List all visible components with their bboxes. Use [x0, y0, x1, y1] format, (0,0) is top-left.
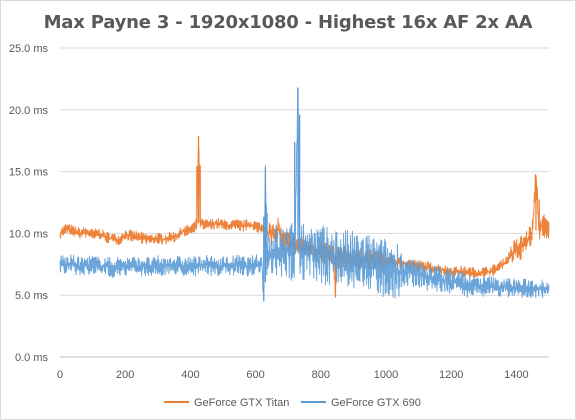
series-line-gtx690 [59, 88, 550, 299]
legend-label: GeForce GTX Titan [194, 397, 289, 409]
x-tick-label: 1200 [439, 369, 463, 381]
x-tick-label: 0 [57, 369, 63, 381]
x-tick-label: 1400 [504, 369, 528, 381]
x-tick-label: 600 [246, 369, 264, 381]
legend-label: GeForce GTX 690 [331, 397, 421, 409]
y-axis-ticks: 0.0 ms 5.0 ms 10.0 ms 15.0 ms 20.0 ms 25.0 ms [9, 43, 49, 364]
x-tick-label: 200 [116, 369, 134, 381]
x-tick-label: 1000 [374, 369, 398, 381]
y-tick-label: 5.0 ms [15, 290, 49, 302]
legend-item: GeForce GTX 690 [301, 397, 421, 409]
gridlines [60, 47, 549, 358]
legend-item: GeForce GTX Titan [164, 397, 289, 409]
chart-title: Max Payne 3 - 1920x1080 - Highest 16x AF… [43, 12, 533, 33]
y-tick-label: 20.0 ms [9, 105, 49, 117]
y-tick-label: 10.0 ms [9, 228, 49, 240]
legend: GeForce GTX Titan GeForce GTX 690 [164, 397, 421, 409]
x-tick-label: 800 [312, 369, 330, 381]
x-tick-label: 400 [181, 369, 199, 381]
series-layer [59, 87, 550, 302]
y-tick-label: 15.0 ms [9, 167, 49, 179]
y-tick-label: 25.0 ms [9, 43, 49, 55]
x-axis-ticks: 0 200 400 600 800 1000 1200 1400 [57, 369, 529, 381]
y-tick-label: 0.0 ms [15, 352, 49, 364]
